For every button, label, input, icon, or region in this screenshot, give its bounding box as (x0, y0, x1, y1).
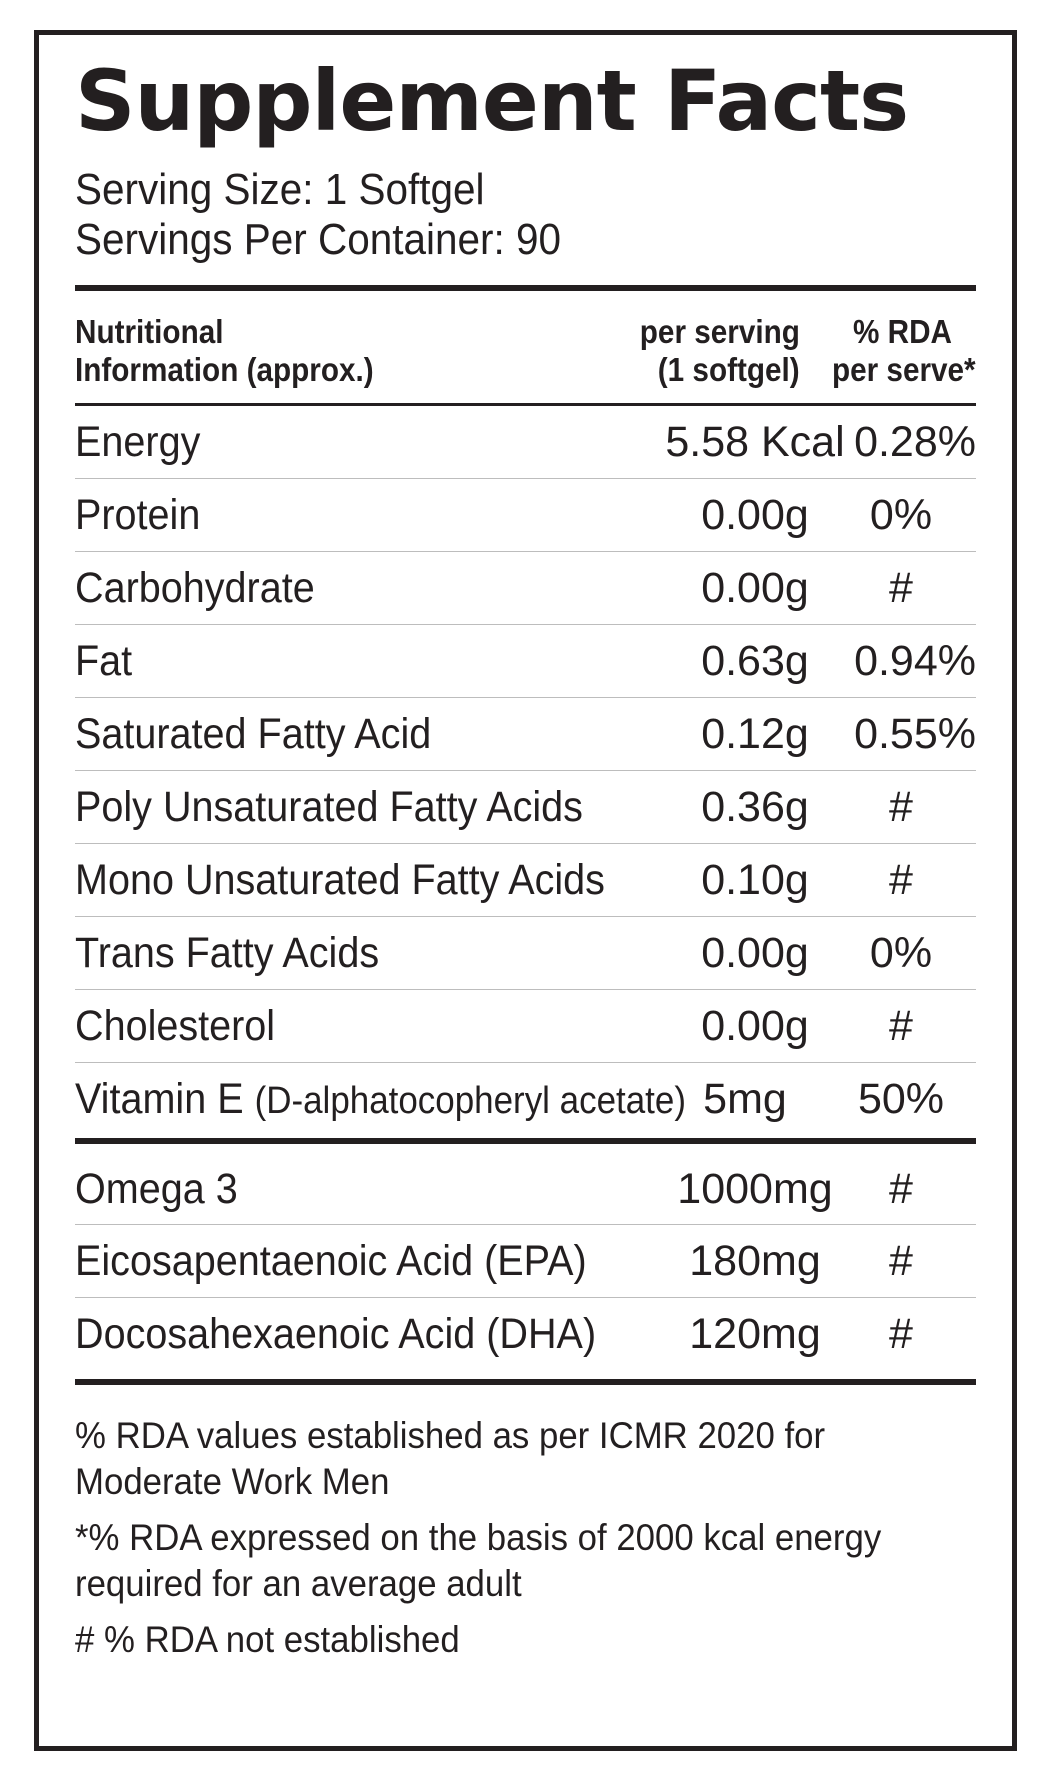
header-nutritional-line2: Information (approx.) (75, 351, 374, 388)
nutrient-amount: 5.58 Kcal (665, 418, 845, 466)
nutrient-name: Mono Unsaturated Fatty Acids (75, 856, 605, 904)
nutrient-amount: 0.00g (701, 929, 809, 977)
header-per-serving-line1: per serving (639, 313, 800, 350)
nutrient-amount: 0.12g (701, 710, 809, 758)
row-divider (75, 1297, 976, 1298)
nutrient-row: Vitamin E (D-alphatocopheryl acetate) 5m… (75, 1063, 976, 1135)
row-divider (75, 1062, 976, 1063)
row-divider (75, 1224, 976, 1225)
nutrient-row: Mono Unsaturated Fatty Acids 0.10g # (75, 844, 976, 916)
row-divider (75, 697, 976, 698)
nutrient-amount: 0.00g (701, 564, 809, 612)
omega-amount: 120mg (689, 1310, 821, 1358)
divider-top (75, 285, 976, 291)
nutrient-row: Poly Unsaturated Fatty Acids 0.36g # (75, 771, 976, 843)
header-nutritional-line1: Nutritional (75, 313, 224, 350)
row-divider (75, 624, 976, 625)
nutrient-row: Trans Fatty Acids 0.00g 0% (75, 917, 976, 989)
row-divider (75, 551, 976, 552)
omega-amount: 180mg (689, 1237, 821, 1285)
divider-footnotes (75, 1379, 976, 1385)
omega-name: Omega 3 (75, 1165, 238, 1213)
nutrient-row: Saturated Fatty Acid 0.12g 0.55% (75, 698, 976, 770)
nutrient-rda: 0.94% (854, 637, 976, 685)
supplement-facts-panel: Supplement Facts Serving Size: 1 Softgel… (34, 30, 1017, 1751)
omega-row: Docosahexaenoic Acid (DHA) 120mg # (75, 1298, 976, 1370)
nutrient-rda: # (889, 1002, 913, 1050)
nutrient-name-group: Vitamin E (D-alphatocopheryl acetate) (75, 1063, 686, 1135)
footnote-rda-energy: *% RDA expressed on the basis of 2000 kc… (75, 1517, 882, 1558)
panel-title: Supplement Facts (75, 52, 909, 150)
nutrient-row: Cholesterol 0.00g # (75, 990, 976, 1062)
divider-omega (75, 1138, 976, 1144)
nutrient-name: Carbohydrate (75, 564, 315, 612)
nutrient-amount: 0.00g (701, 491, 809, 539)
row-divider (75, 916, 976, 917)
nutrient-name-detail: (D-alphatocopheryl acetate) (254, 1080, 686, 1122)
nutrient-row: Carbohydrate 0.00g # (75, 552, 976, 624)
nutrient-amount: 0.10g (701, 856, 809, 904)
header-per-serving-line2: (1 softgel) (658, 351, 800, 388)
nutrient-row: Energy 5.58 Kcal 0.28% (75, 406, 976, 478)
row-divider (75, 843, 976, 844)
omega-name: Docosahexaenoic Acid (DHA) (75, 1310, 597, 1358)
nutrient-name: Fat (75, 637, 133, 685)
row-divider (75, 989, 976, 990)
nutrient-amount: 5mg (703, 1075, 787, 1123)
footnote-rda-energy-cont: required for an average adult (75, 1563, 522, 1604)
nutrient-name: Protein (75, 491, 201, 539)
nutrient-rda: 0.55% (854, 710, 976, 758)
nutrient-name: Energy (75, 418, 201, 466)
nutrient-rda: 0% (869, 929, 933, 977)
nutrient-amount: 0.00g (701, 1002, 809, 1050)
header-rda-line1: % RDA (852, 313, 952, 350)
omega-rda: # (889, 1165, 913, 1213)
nutrient-name: Saturated Fatty Acid (75, 710, 432, 758)
row-divider (75, 478, 976, 479)
nutrient-amount: 0.63g (701, 637, 809, 685)
servings-per-container: Servings Per Container: 90 (75, 215, 562, 264)
footnote-rda-basis: % RDA values established as per ICMR 202… (75, 1415, 826, 1456)
divider-header (75, 403, 976, 406)
nutrient-name: Vitamin E (75, 1075, 244, 1123)
omega-rda: # (889, 1310, 913, 1358)
nutrient-rda: 50% (857, 1075, 945, 1123)
nutrient-rda: # (889, 564, 913, 612)
omega-amount: 1000mg (677, 1165, 833, 1213)
omega-name: Eicosapentaenoic Acid (EPA) (75, 1237, 587, 1285)
nutrient-name: Cholesterol (75, 1002, 276, 1050)
nutrient-name: Poly Unsaturated Fatty Acids (75, 783, 583, 831)
nutrient-amount: 0.36g (701, 783, 809, 831)
omega-row: Eicosapentaenoic Acid (EPA) 180mg # (75, 1225, 976, 1297)
nutrient-rda: 0% (869, 491, 933, 539)
nutrient-rda: # (889, 783, 913, 831)
nutrient-row: Fat 0.63g 0.94% (75, 625, 976, 697)
footnote-not-established: # % RDA not established (75, 1619, 460, 1660)
nutrient-name: Trans Fatty Acids (75, 929, 380, 977)
footnote-rda-basis-cont: Moderate Work Men (75, 1461, 390, 1502)
nutrient-rda: # (889, 856, 913, 904)
omega-row: Omega 3 1000mg # (75, 1153, 976, 1225)
row-divider (75, 770, 976, 771)
nutrient-rda: 0.28% (854, 418, 976, 466)
nutrient-row: Protein 0.00g 0% (75, 479, 976, 551)
serving-size: Serving Size: 1 Softgel (75, 165, 485, 214)
omega-rda: # (889, 1237, 913, 1285)
header-rda-line2: per serve* (832, 351, 976, 388)
